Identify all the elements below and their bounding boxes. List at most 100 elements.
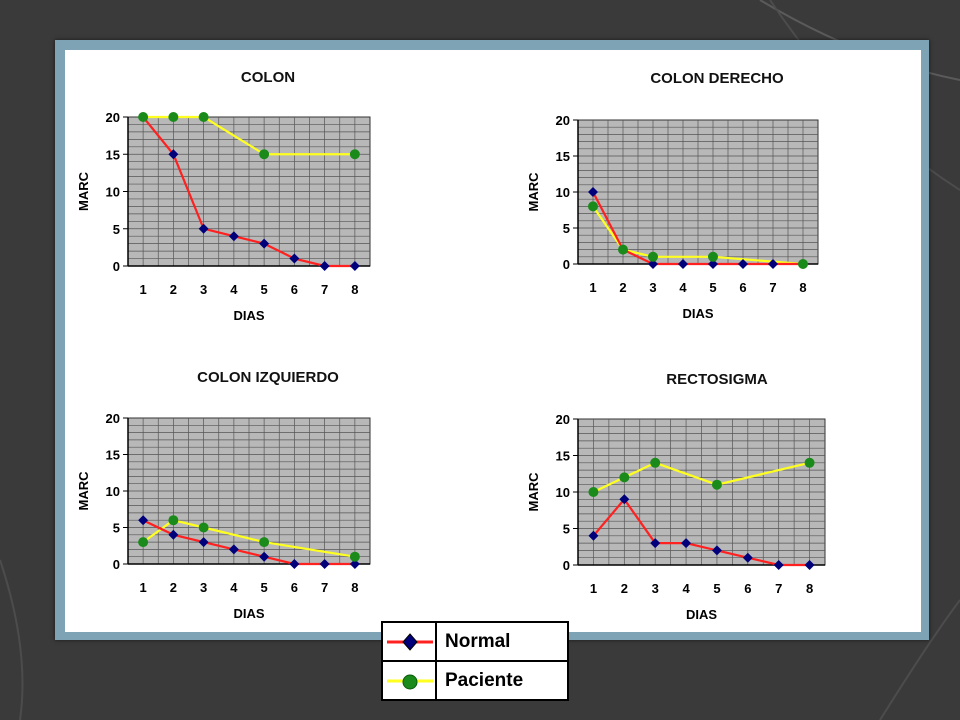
x-tick-label: 6 <box>291 580 298 595</box>
x-axis-label: DIAS <box>682 306 713 321</box>
x-axis-label: DIAS <box>233 308 264 323</box>
x-tick-label: 3 <box>652 581 659 596</box>
data-point-normal <box>650 538 661 549</box>
x-tick-label: 2 <box>621 581 628 596</box>
x-tick-label: 8 <box>351 580 358 595</box>
series-line-normal <box>142 116 355 268</box>
data-point-normal <box>768 259 778 269</box>
y-tick-label: 10 <box>556 485 570 500</box>
legend: Normal Paciente <box>381 621 569 701</box>
data-point-normal <box>708 259 718 269</box>
data-point-paciente <box>138 112 149 122</box>
data-point-normal <box>804 560 815 570</box>
x-tick-label: 2 <box>170 282 177 297</box>
x-tick-label: 7 <box>775 581 782 596</box>
series-line-normal <box>592 497 810 567</box>
y-tick-label: 10 <box>106 484 120 499</box>
y-tick-label: 10 <box>556 185 570 200</box>
chart-title: COLON IZQUIERDO <box>197 369 339 386</box>
x-tick-label: 8 <box>351 282 358 297</box>
x-tick-label: 7 <box>321 282 328 297</box>
y-tick-label: 0 <box>563 257 570 272</box>
data-point-normal <box>228 544 239 555</box>
data-point-normal <box>711 545 722 556</box>
data-point-normal <box>259 551 270 562</box>
data-point-paciente <box>588 201 598 212</box>
data-point-paciente <box>168 515 179 526</box>
data-point-normal <box>681 538 692 549</box>
x-tick-label: 4 <box>679 280 687 295</box>
data-point-normal <box>773 560 784 570</box>
chart-rectosigma: 0 5 10 15 20 1 2 3 4 5 6 7 8 RECTOSIGMA DIAS MARC <box>526 371 826 622</box>
y-tick-label: 15 <box>106 448 120 463</box>
y-axis-label: MARC <box>76 171 91 211</box>
data-point-paciente <box>619 472 630 483</box>
legend-item-paciente: Paciente <box>383 662 567 699</box>
chart-colon-izquierdo: 0 5 10 15 20 1 2 3 4 5 6 7 8 COLON IZQUIERDO DIAS MARC <box>76 369 371 621</box>
x-tick-label: 1 <box>140 580 147 595</box>
y-tick-label: 5 <box>563 522 570 537</box>
y-tick-label: 20 <box>106 110 120 125</box>
x-tick-label: 7 <box>769 280 776 295</box>
data-point-paciente <box>798 259 808 269</box>
y-axis-label: MARC <box>526 172 541 212</box>
x-tick-label: 4 <box>682 581 690 596</box>
data-point-paciente <box>198 112 209 122</box>
y-tick-label: 0 <box>563 558 570 573</box>
data-point-normal <box>319 559 330 569</box>
data-point-paciente <box>198 522 209 533</box>
legend-label-normal: Normal <box>445 631 511 652</box>
x-tick-label: 1 <box>590 581 597 596</box>
y-axis-label: MARC <box>76 471 91 511</box>
yellow-line-green-circle-icon <box>383 662 437 699</box>
x-tick-label: 7 <box>321 580 328 595</box>
y-tick-label: 5 <box>563 221 570 236</box>
data-point-paciente <box>349 149 360 160</box>
x-tick-label: 5 <box>709 280 716 295</box>
data-point-paciente <box>168 112 179 122</box>
x-tick-label: 6 <box>291 282 298 297</box>
y-tick-label: 5 <box>113 222 120 237</box>
x-tick-label: 3 <box>200 580 207 595</box>
chart-title: COLON DERECHO <box>650 70 784 87</box>
y-tick-label: 10 <box>106 185 120 200</box>
data-point-normal <box>198 223 209 234</box>
x-tick-label: 8 <box>799 280 806 295</box>
data-point-paciente <box>648 251 658 262</box>
series-line-normal <box>142 519 355 566</box>
chart-title: RECTOSIGMA <box>666 371 768 388</box>
data-point-paciente <box>349 551 360 562</box>
x-axis-label: DIAS <box>233 606 264 621</box>
data-point-normal <box>168 529 179 540</box>
data-point-normal <box>289 253 300 264</box>
legend-item-normal: Normal <box>383 623 567 662</box>
y-tick-label: 20 <box>556 113 570 128</box>
x-tick-label: 1 <box>140 282 147 297</box>
data-point-normal <box>349 559 360 569</box>
x-tick-label: 6 <box>744 581 751 596</box>
data-point-normal <box>588 187 598 197</box>
y-tick-label: 15 <box>556 449 570 464</box>
x-tick-label: 8 <box>806 581 813 596</box>
data-point-normal <box>619 494 630 505</box>
data-point-paciente <box>259 537 270 548</box>
data-point-paciente <box>804 457 815 468</box>
x-axis-label: DIAS <box>686 607 717 622</box>
x-tick-label: 5 <box>261 282 268 297</box>
y-tick-label: 15 <box>556 149 570 164</box>
y-tick-label: 20 <box>556 412 570 427</box>
data-point-paciente <box>618 244 628 255</box>
y-axis-label: MARC <box>526 472 541 512</box>
data-point-normal <box>228 231 239 242</box>
y-tick-label: 0 <box>113 259 120 274</box>
y-tick-label: 5 <box>113 521 120 536</box>
x-tick-label: 2 <box>619 280 626 295</box>
data-point-paciente <box>650 457 661 468</box>
x-tick-label: 6 <box>739 280 746 295</box>
data-point-paciente <box>138 537 149 548</box>
x-tick-label: 4 <box>230 580 238 595</box>
data-point-normal <box>138 515 149 526</box>
data-point-normal <box>319 261 330 271</box>
data-point-normal <box>349 261 360 271</box>
data-point-normal <box>198 537 209 548</box>
